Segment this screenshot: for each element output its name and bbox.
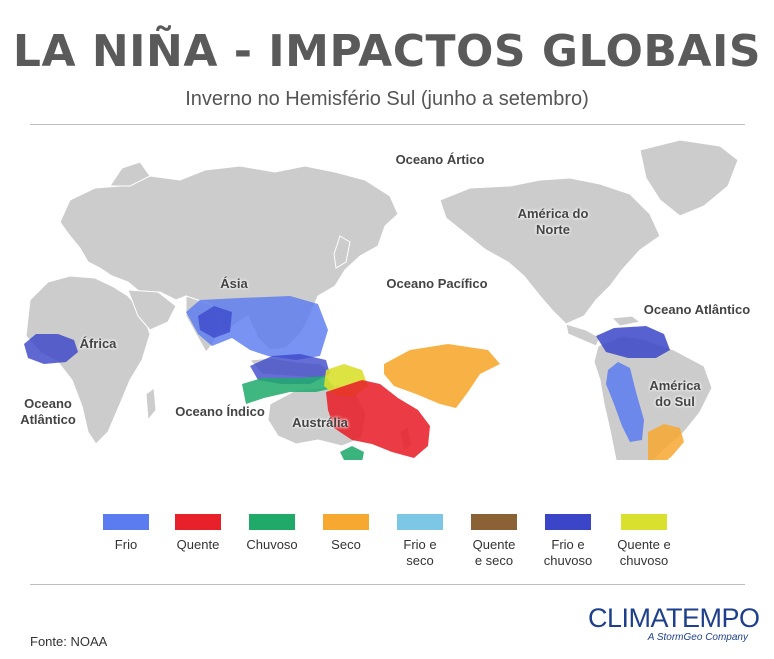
legend-swatch: [323, 514, 369, 530]
zone-chuvoso-indian: [242, 376, 334, 404]
page-title: LA NIÑA - IMPACTOS GLOBAIS: [12, 26, 762, 77]
top-divider: [30, 124, 745, 125]
legend-swatch: [471, 514, 517, 530]
world-map: [24, 139, 739, 460]
legend-label: Quente e chuvoso: [617, 537, 671, 568]
legend-item: Chuvoso: [232, 514, 312, 553]
label-arctic-ocean: Oceano Ártico: [395, 152, 485, 167]
greenland-landmass: [639, 139, 739, 217]
north-america-landmass: [439, 177, 661, 325]
zone-frio-chuvoso-caribbean: [596, 326, 670, 358]
bottom-divider: [30, 584, 745, 585]
label-north-america: América do Norte: [517, 206, 589, 237]
africa-landmass: [25, 275, 151, 445]
zone-frio-south-america: [606, 362, 644, 442]
legend-swatch: [545, 514, 591, 530]
legend-item: Quente e seco: [454, 514, 534, 569]
zone-frio-chuvoso-indonesia: [250, 354, 330, 384]
zone-seco-pacific: [384, 344, 500, 408]
zone-frio-chuvoso-africa: [24, 334, 78, 364]
logo-name: CLIMATEMPO: [588, 603, 760, 633]
legend-label: Frio e seco: [403, 537, 437, 568]
legend-item: Quente: [158, 514, 238, 553]
label-atlantic-ocean-north: Oceano Atlântico: [643, 302, 751, 317]
climatempo-logo: CLIMATEMPO A StormGeo Company: [588, 603, 760, 643]
legend-item: Frio: [86, 514, 166, 553]
label-atlantic-ocean-south: Oceano Atlântico: [20, 396, 76, 427]
legend-label: Frio e chuvoso: [543, 537, 593, 568]
legend-swatch: [175, 514, 221, 530]
arabia-landmass: [127, 289, 177, 331]
label-south-america: América do Sul: [649, 378, 701, 409]
zone-quente-australia: [326, 380, 430, 458]
page-subtitle: Inverno no Hemisfério Sul (junho a setem…: [185, 88, 589, 110]
central-america-landmass: [565, 323, 601, 347]
label-australia: Austrália: [292, 415, 348, 430]
legend-label: Quente: [176, 537, 220, 552]
logo-tagline: A StormGeo Company: [647, 632, 748, 643]
legend-item: Quente e chuvoso: [604, 514, 684, 569]
japan-landmass: [333, 235, 351, 269]
scandinavia-landmass: [109, 161, 151, 187]
madagascar-landmass: [145, 387, 157, 422]
source-credit: Fonte: NOAA: [30, 634, 108, 649]
legend-item: Seco: [306, 514, 386, 553]
impact-zones: [24, 296, 684, 460]
label-asia: Ásia: [220, 276, 248, 291]
caribbean-landmass: [610, 315, 642, 327]
legend-swatch: [397, 514, 443, 530]
legend-item: Frio e chuvoso: [528, 514, 608, 569]
legend-label: Frio: [114, 537, 138, 552]
label-indian-ocean: Oceano Índico: [175, 404, 265, 419]
legend-label: Quente e seco: [472, 537, 516, 568]
legend-item: Frio e seco: [380, 514, 460, 569]
label-africa: África: [79, 336, 117, 351]
legend-swatch: [103, 514, 149, 530]
zone-seco-south-america: [648, 424, 684, 460]
legend-swatch: [249, 514, 295, 530]
legend-label: Chuvoso: [246, 537, 298, 552]
zone-chuvoso-se-australia: [340, 446, 364, 460]
legend-label: Seco: [331, 537, 361, 552]
label-pacific-ocean: Oceano Pacífico: [386, 276, 488, 291]
zone-frio-chuvoso-asia: [198, 306, 232, 338]
legend-swatch: [621, 514, 667, 530]
